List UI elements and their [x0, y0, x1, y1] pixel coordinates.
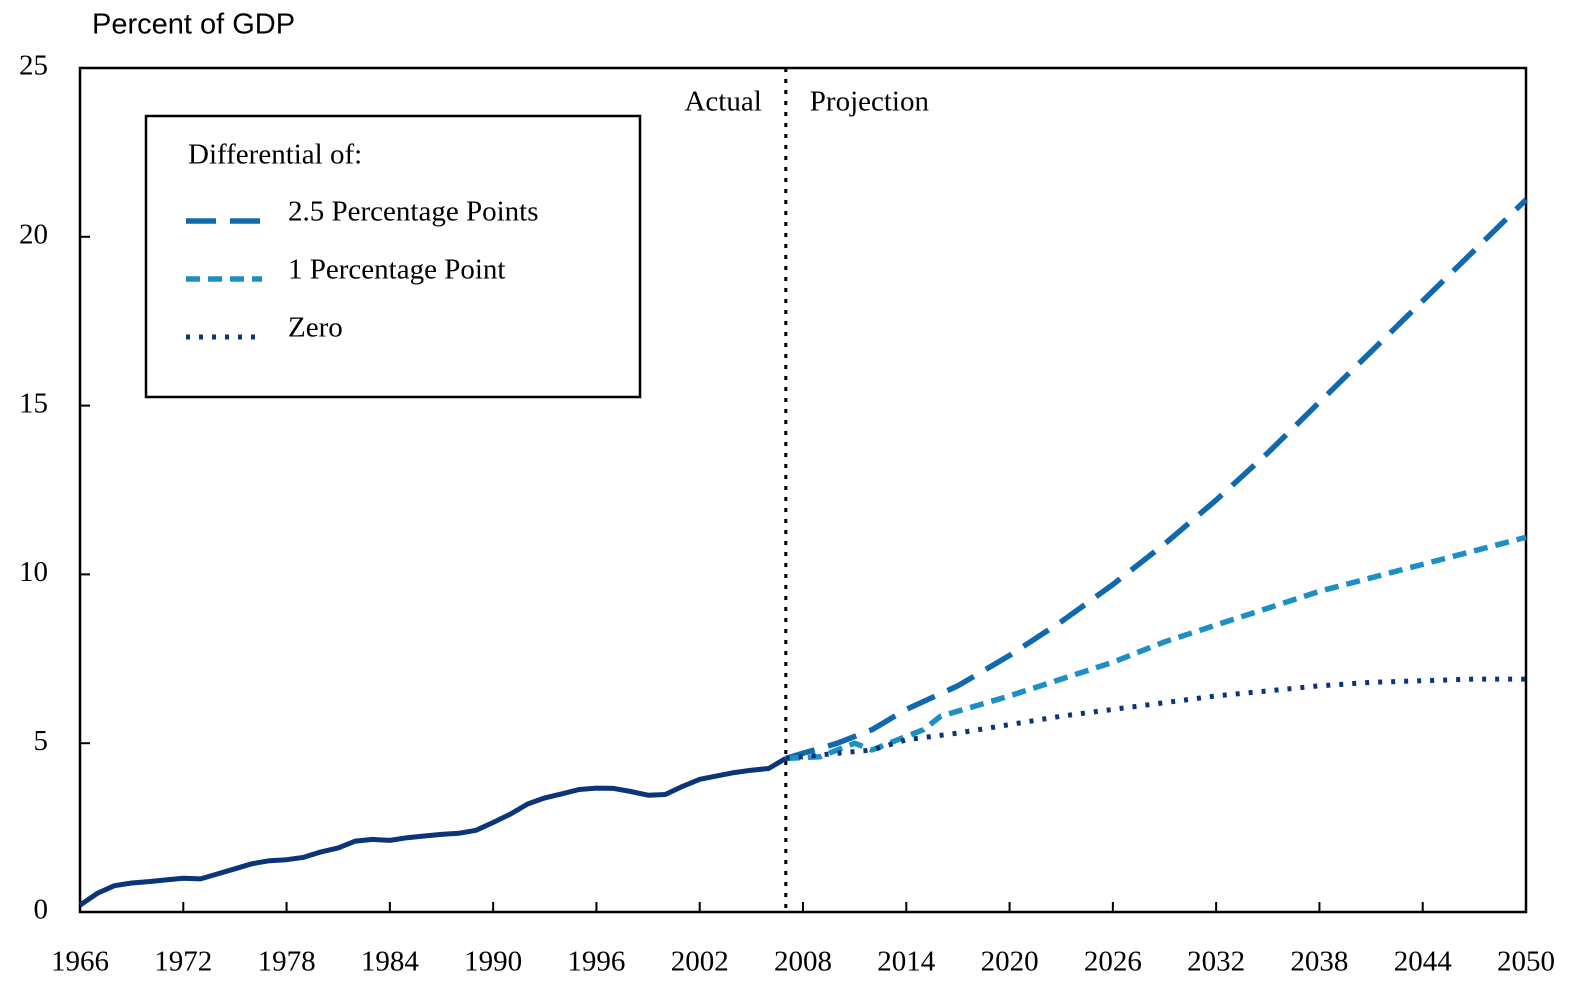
legend-label: 2.5 Percentage Points: [288, 196, 538, 228]
x-tick-label: 2002: [671, 946, 729, 978]
y-tick-label: 25: [19, 50, 48, 82]
x-tick-label: 1978: [258, 946, 316, 978]
legend-box: [144, 114, 642, 399]
series-line: [785, 534, 1527, 762]
series-line: [785, 197, 1528, 762]
x-tick-label: 1996: [567, 946, 625, 978]
y-axis-label: Percent of GDP: [92, 9, 295, 41]
x-tick-label: 1990: [464, 946, 522, 978]
x-tick-label: 2020: [981, 946, 1039, 978]
y-tick-label: 5: [34, 725, 49, 757]
series-line: [785, 676, 1526, 761]
annotation-projection: Projection: [810, 86, 930, 118]
x-tick-label: 2032: [1187, 946, 1245, 978]
y-tick-label: 0: [34, 894, 49, 926]
y-tick-label: 15: [19, 387, 48, 419]
legend-title: Differential of:: [188, 139, 362, 171]
x-tick-label: 1972: [154, 946, 212, 978]
x-tick-label: 2026: [1084, 946, 1142, 978]
annotation-actual: Actual: [684, 86, 761, 118]
y-tick-label: 20: [19, 218, 48, 250]
x-tick-label: 2014: [877, 946, 936, 978]
y-tick-label: 10: [19, 556, 48, 588]
series-line: [78, 756, 788, 908]
legend-label: Zero: [288, 312, 343, 344]
x-tick-label: 2044: [1394, 946, 1453, 978]
x-tick-label: 2008: [774, 946, 832, 978]
legend-label: 1 Percentage Point: [288, 254, 505, 286]
x-tick-label: 1966: [51, 946, 109, 978]
x-tick-label: 2050: [1497, 946, 1555, 978]
x-tick-label: 1984: [361, 946, 420, 978]
x-tick-label: 2038: [1290, 946, 1348, 978]
